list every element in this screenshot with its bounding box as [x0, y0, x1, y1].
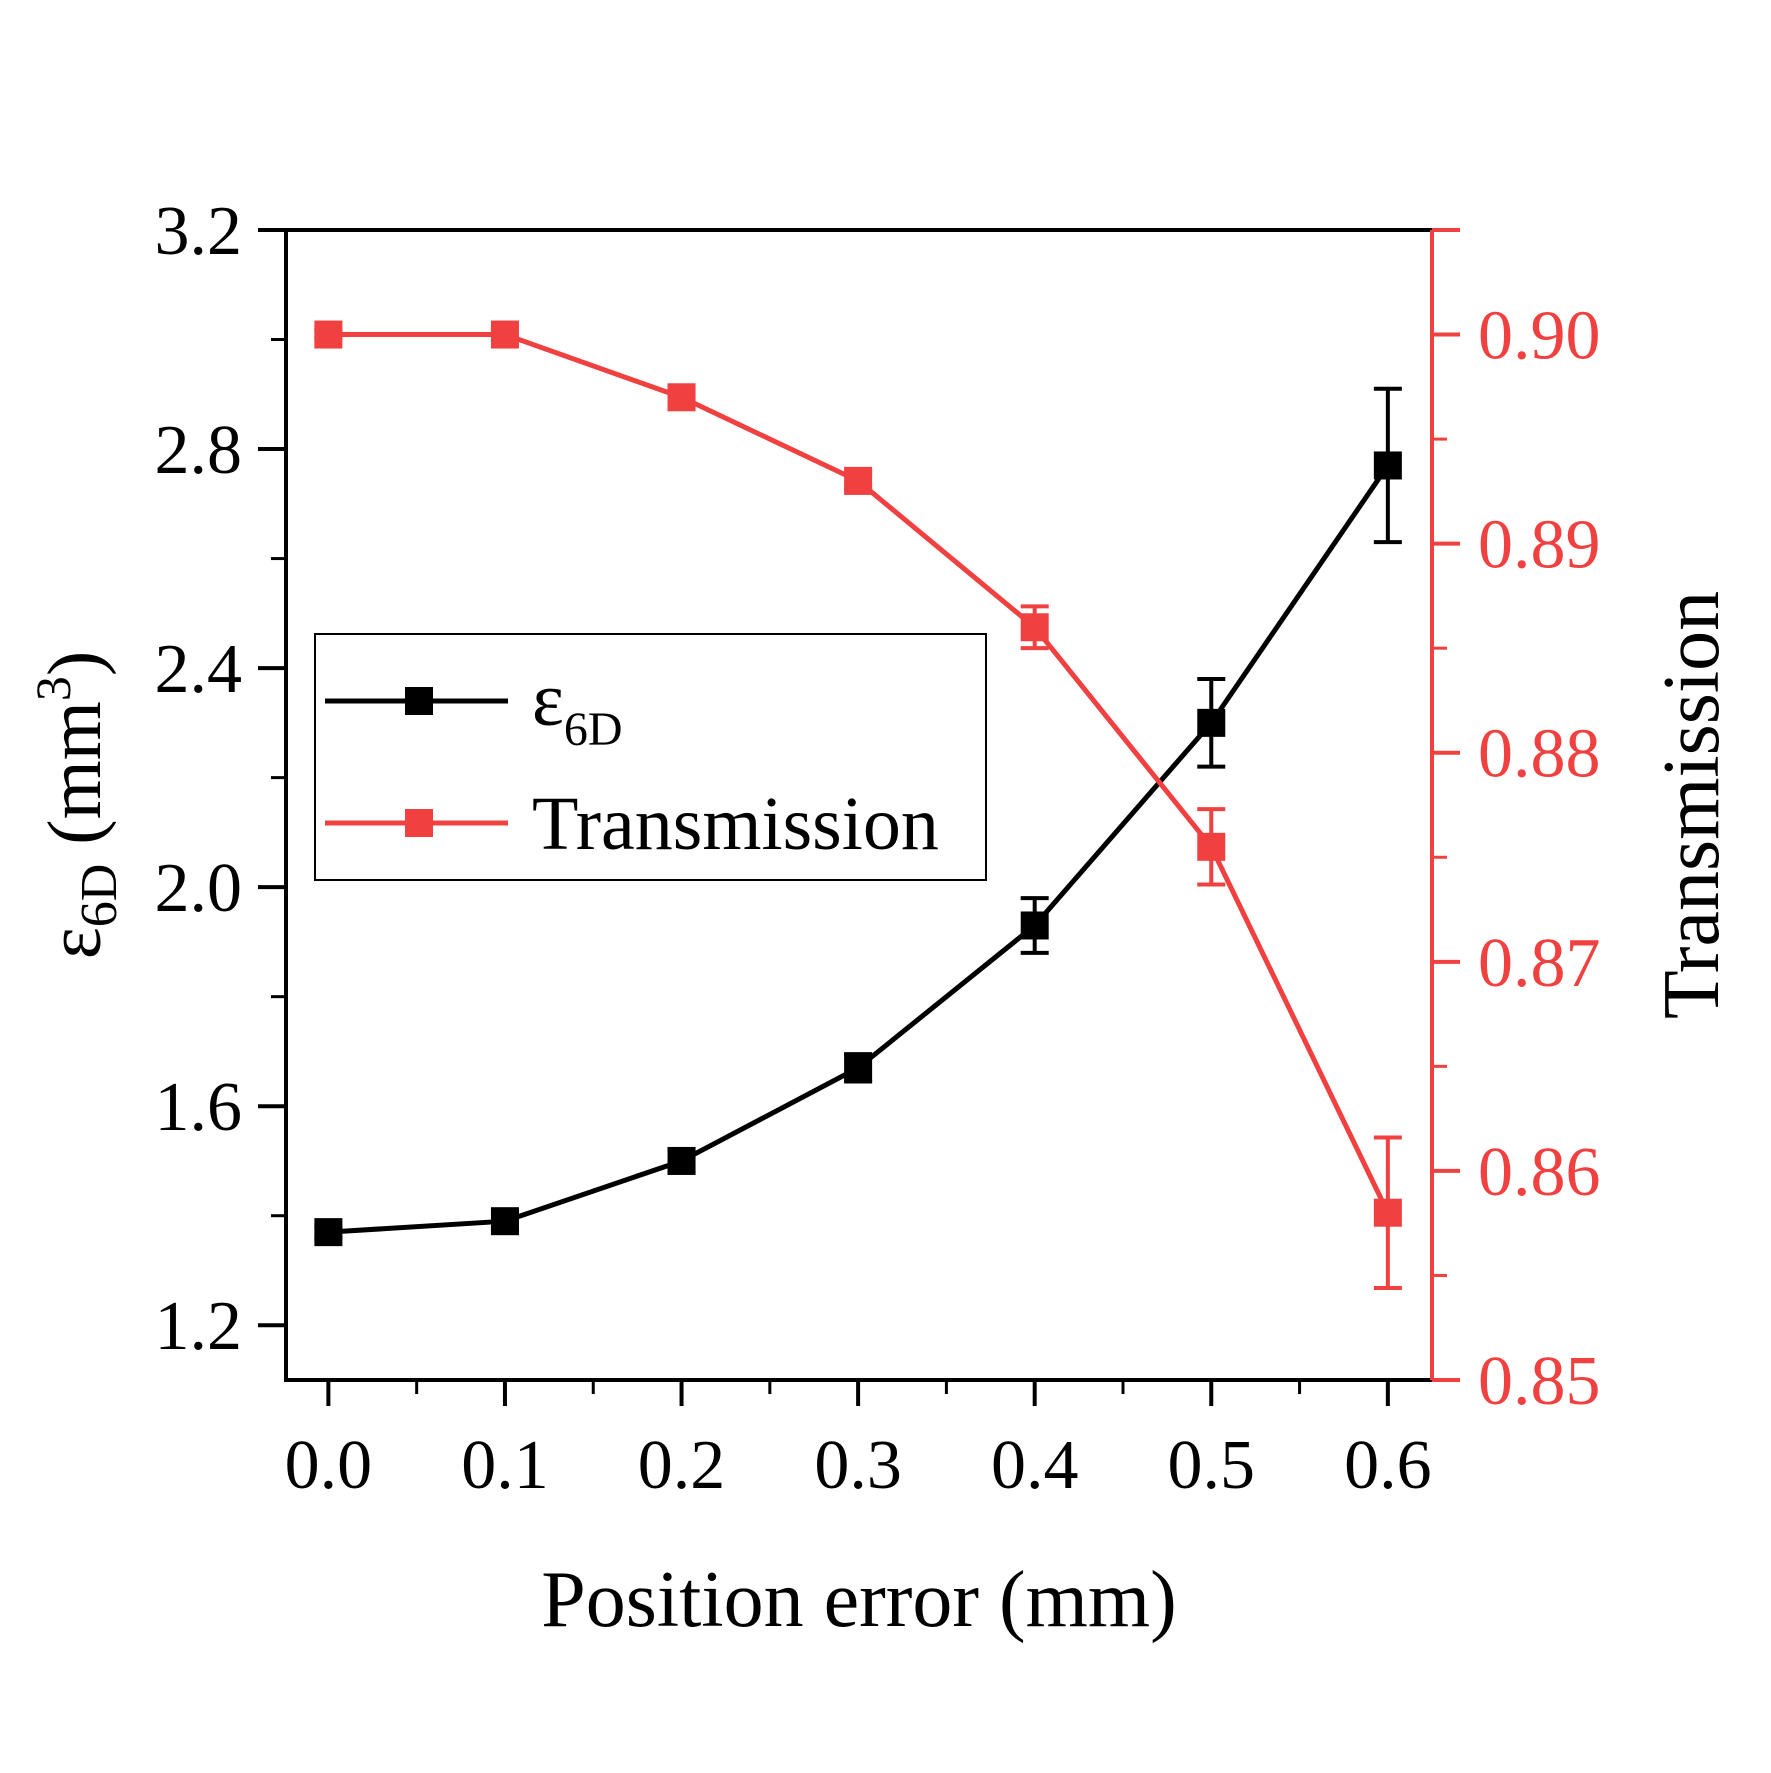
transmission-point — [667, 383, 696, 412]
x-tick-label: 0.5 — [1168, 1427, 1256, 1504]
left-tick-label: 2.0 — [155, 850, 243, 927]
transmission-point — [314, 320, 343, 349]
transmission-point — [1197, 832, 1226, 861]
left-axis-ticks: 1.2 1.6 2.0 2.4 2.8 3.2 — [155, 193, 286, 1365]
legend-marker-transmission — [405, 809, 433, 837]
right-tick-label: 0.85 — [1478, 1343, 1601, 1420]
transmission-point — [490, 320, 519, 349]
left-tick-label: 1.2 — [155, 1288, 243, 1365]
legend-label-epsilon-symbol: ε — [532, 658, 564, 742]
x-tick-label: 0.2 — [638, 1427, 726, 1504]
transmission-point — [1373, 1198, 1402, 1227]
transmission-point — [844, 466, 873, 495]
left-axis-title: ε6D (mm3) — [25, 651, 128, 959]
x-tick-label: 0.6 — [1344, 1427, 1432, 1504]
svg-text:ε6D (mm3): ε6D (mm3) — [25, 651, 128, 959]
x-tick-label: 0.4 — [991, 1427, 1079, 1504]
legend: ε6D Transmission — [314, 633, 987, 881]
right-tick-label: 0.90 — [1478, 298, 1601, 375]
left-tick-label: 3.2 — [155, 193, 243, 270]
left-axis-title-subscript: 6D — [71, 864, 128, 928]
right-tick-label: 0.87 — [1478, 925, 1601, 1002]
left-axis-title-close: ) — [33, 651, 117, 676]
epsilon-point — [314, 1218, 343, 1247]
x-axis-title: Position error (mm) — [541, 1556, 1176, 1644]
left-tick-label: 2.8 — [155, 412, 243, 489]
epsilon-point — [1020, 911, 1049, 940]
left-axis-title-symbol: ε — [33, 927, 117, 959]
legend-label-epsilon-subscript: 6D — [564, 703, 623, 756]
epsilon-point — [1373, 451, 1402, 480]
legend-label-transmission: Transmission — [532, 782, 939, 866]
legend-box — [314, 633, 987, 881]
right-axis-title: Transmission — [1648, 591, 1736, 1019]
left-tick-label: 1.6 — [155, 1069, 243, 1146]
legend-marker-epsilon — [405, 687, 433, 715]
left-tick-label: 2.4 — [155, 631, 243, 708]
x-tick-label: 0.3 — [814, 1427, 902, 1504]
right-tick-label: 0.88 — [1478, 716, 1601, 793]
left-axis-title-unit: (mm — [33, 701, 117, 864]
x-axis-ticks: 0.0 0.1 0.2 0.3 0.4 0.5 0.6 — [285, 1380, 1432, 1504]
epsilon-point — [667, 1146, 696, 1175]
transmission-point — [1020, 613, 1049, 642]
x-tick-label: 0.0 — [285, 1427, 373, 1504]
right-tick-label: 0.86 — [1478, 1134, 1601, 1211]
epsilon-point — [844, 1053, 873, 1082]
epsilon-point — [1197, 708, 1226, 737]
x-tick-label: 0.1 — [461, 1427, 549, 1504]
right-axis-ticks: 0.85 0.86 0.87 0.88 0.89 0.90 — [1432, 228, 1601, 1420]
legend-label-epsilon: ε6D — [532, 658, 623, 756]
left-axis-title-superscript: 3 — [25, 676, 81, 701]
epsilon-point — [490, 1207, 519, 1236]
right-tick-label: 0.89 — [1478, 507, 1601, 584]
series-layer — [314, 320, 1402, 1290]
